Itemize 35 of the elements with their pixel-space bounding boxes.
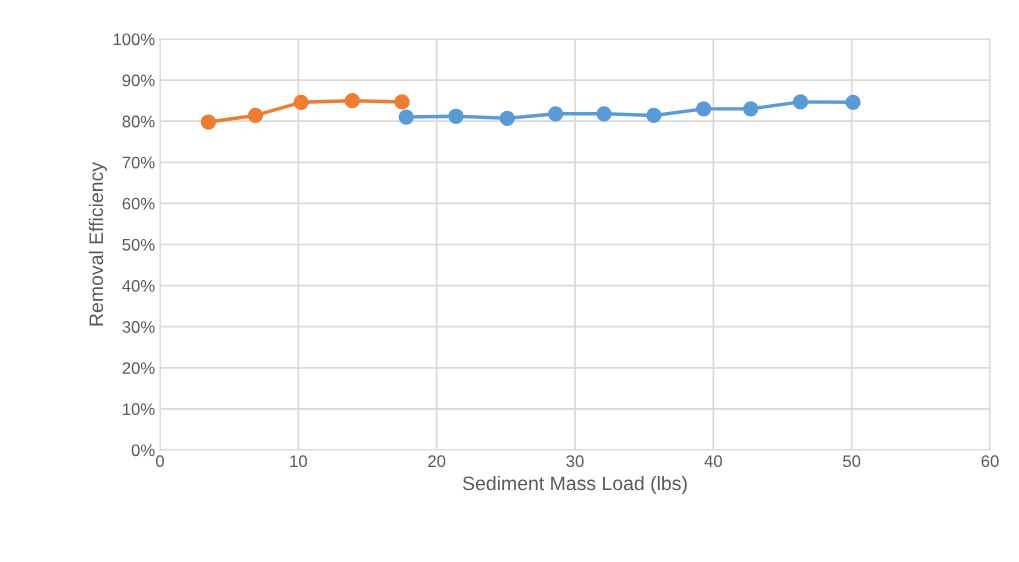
x-axis-title: Sediment Mass Load (lbs) bbox=[462, 475, 687, 495]
point bbox=[448, 108, 464, 124]
x-tick-label: 0 bbox=[156, 455, 164, 468]
y-tick-label: 0% bbox=[131, 444, 155, 457]
x-tick-label: 10 bbox=[290, 455, 307, 468]
x-tick-label: 60 bbox=[981, 455, 999, 468]
point bbox=[247, 107, 264, 124]
point bbox=[596, 106, 612, 122]
point bbox=[646, 107, 662, 124]
y-axis-title: Removal Efficiency bbox=[88, 162, 107, 326]
y-tick-label: 60% bbox=[122, 197, 155, 210]
y-tick-label: 30% bbox=[122, 321, 155, 333]
point bbox=[398, 109, 414, 125]
point bbox=[743, 101, 759, 117]
point bbox=[845, 94, 861, 110]
point bbox=[547, 106, 564, 122]
point bbox=[200, 114, 217, 130]
y-tick-label: 80% bbox=[122, 115, 155, 128]
y-tick-label: 70% bbox=[122, 156, 155, 169]
point bbox=[394, 94, 410, 110]
point bbox=[344, 93, 360, 109]
x-tick-label: 30 bbox=[566, 455, 584, 468]
y-tick-label: 90% bbox=[122, 74, 155, 87]
y-tick-label: 100% bbox=[113, 33, 155, 46]
y-tick-label: 50% bbox=[122, 238, 155, 251]
point bbox=[293, 94, 309, 110]
y-tick-label: 20% bbox=[122, 362, 155, 374]
x-tick-label: 20 bbox=[428, 455, 446, 468]
point bbox=[499, 110, 515, 126]
y-tick-label: 10% bbox=[123, 403, 155, 416]
x-tick-label: 40 bbox=[704, 455, 722, 468]
x-tick-label: 50 bbox=[843, 455, 861, 468]
point bbox=[696, 101, 712, 117]
y-tick-label: 40% bbox=[122, 280, 155, 292]
point bbox=[792, 94, 809, 110]
